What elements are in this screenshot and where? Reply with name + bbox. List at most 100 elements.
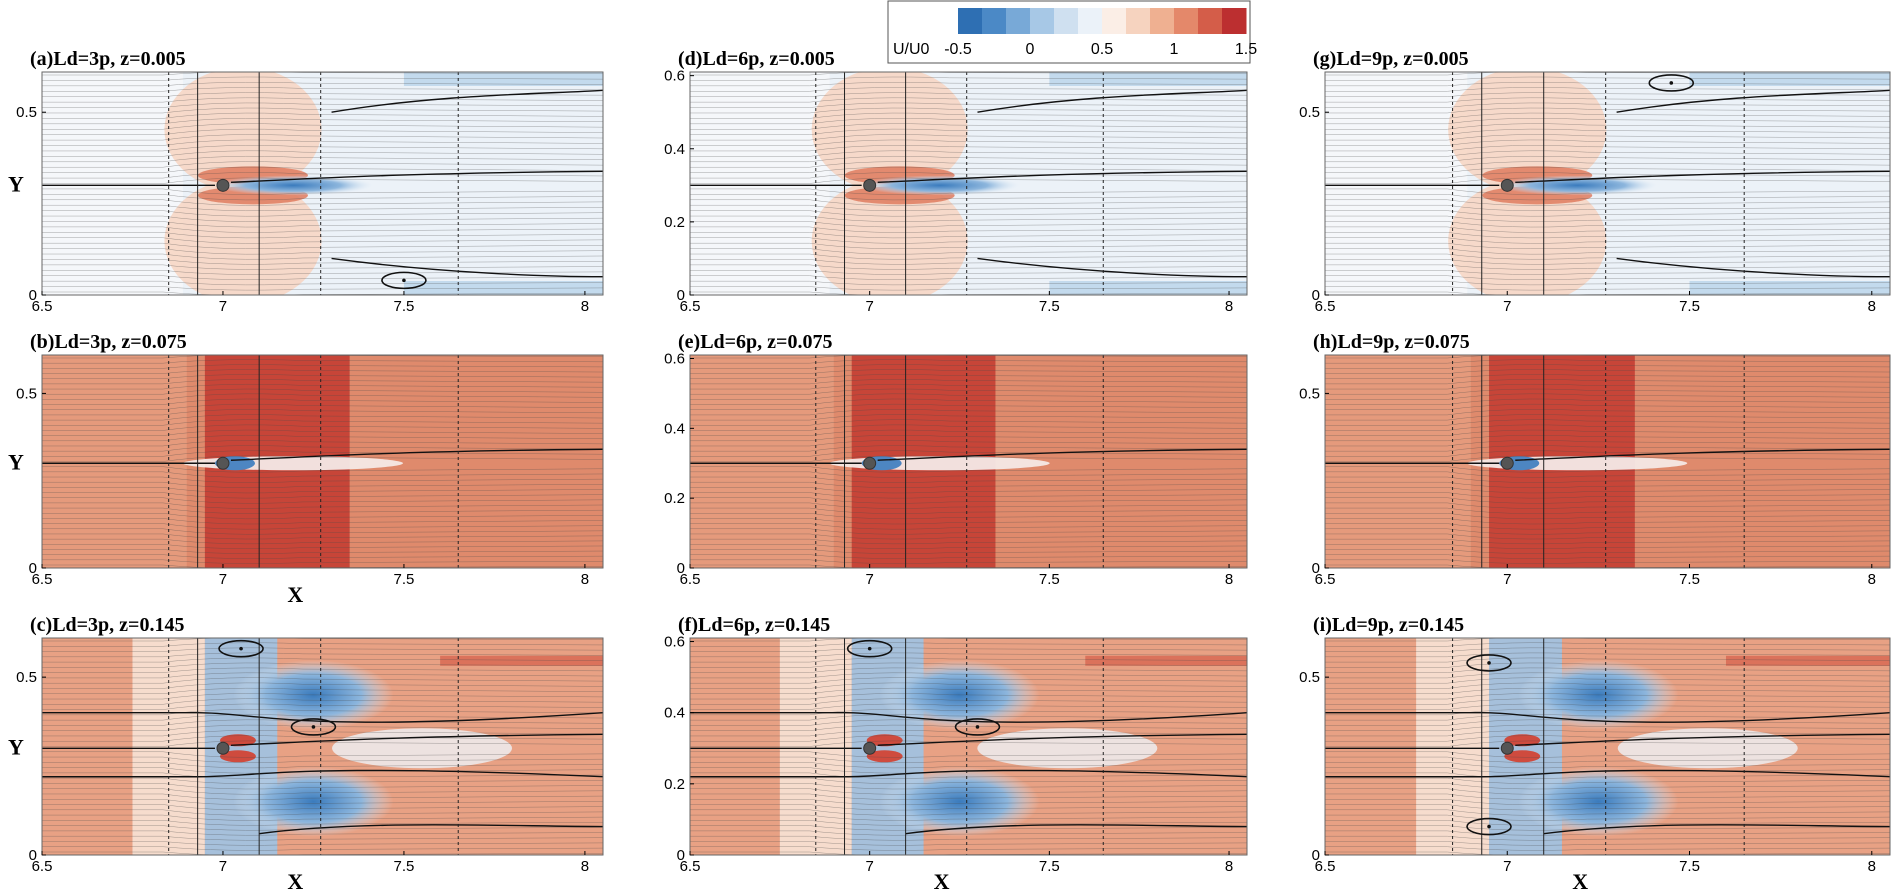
streamline — [1325, 107, 1890, 114]
colorbar: U/U0 -0.5 0 0.5 1 1.5 — [887, 0, 1257, 64]
streamline — [690, 703, 1247, 710]
streamline — [1325, 841, 1890, 846]
streamline — [690, 379, 1247, 385]
streamline — [42, 139, 603, 146]
streamline — [1325, 123, 1890, 130]
streamline — [1325, 264, 1890, 270]
x-axis-label: X — [287, 869, 303, 894]
plot-frame — [689, 71, 1248, 296]
streamline — [1325, 161, 1890, 168]
y-tick-label: 0.4 — [664, 705, 685, 722]
streamline — [1325, 172, 1890, 179]
streamline — [1325, 248, 1890, 255]
streamline — [690, 662, 1247, 668]
streamline — [690, 830, 1247, 836]
x-tick-label: 8 — [1868, 858, 1876, 875]
streamline — [42, 259, 603, 265]
streamline — [1325, 270, 1890, 275]
streamline — [42, 204, 603, 212]
streamline — [690, 647, 1247, 652]
x-tick-label: 7 — [1503, 298, 1511, 315]
streamline — [1325, 657, 1890, 663]
streamline — [42, 533, 603, 540]
jet-upper — [866, 734, 903, 747]
vortex-core — [954, 718, 1001, 736]
streamline — [42, 270, 603, 275]
y-tick-label: 0.5 — [16, 669, 37, 686]
streamline — [690, 155, 1247, 163]
streamline — [1325, 777, 1890, 784]
streamline — [1325, 799, 1890, 806]
panel-title: (b)Ld=3p, z=0.075 — [30, 331, 187, 353]
streamline — [1325, 92, 1890, 97]
velocity-field — [1325, 72, 1890, 295]
streamline — [690, 424, 1247, 431]
plot-frame — [41, 354, 604, 569]
vortex-core — [1466, 817, 1512, 836]
y-tick-label: 0 — [677, 560, 685, 577]
streamline — [1325, 662, 1890, 668]
surface-streamline-lower — [42, 769, 603, 778]
streamline — [42, 161, 603, 168]
streamline — [1325, 204, 1890, 212]
streamline — [690, 513, 1247, 520]
streamline — [690, 544, 1247, 549]
streamline — [42, 751, 603, 758]
x-tick-label: 7 — [219, 298, 227, 315]
streamline — [690, 554, 1247, 559]
streamline — [1325, 118, 1890, 125]
streamline — [690, 735, 1247, 742]
streamline — [690, 518, 1247, 525]
streamline — [42, 481, 603, 489]
colorbar-swatch — [1078, 8, 1103, 34]
outer-streamline-upper — [331, 89, 603, 113]
streamline — [42, 369, 603, 374]
streamline — [1325, 698, 1890, 705]
x-axis-label: X — [287, 582, 303, 607]
streamline — [42, 523, 603, 530]
streamline — [1325, 647, 1890, 652]
streamline — [1325, 364, 1890, 369]
streamline — [1325, 194, 1890, 201]
streamline — [1325, 788, 1890, 795]
streamline — [690, 112, 1247, 119]
y-tick-label: 0.5 — [1299, 104, 1320, 121]
streamline — [1325, 388, 1890, 395]
y-tick-label: 0.5 — [16, 385, 37, 402]
streamline — [42, 662, 603, 668]
streamline — [1325, 139, 1890, 146]
x-tick-label: 8 — [1225, 298, 1233, 315]
x-tick-label: 7.5 — [1039, 858, 1060, 875]
panel-title: (d)Ld=6p, z=0.005 — [678, 48, 835, 70]
outer-streamline-upper — [977, 89, 1247, 113]
streamline — [42, 199, 603, 206]
vortex-center — [1669, 81, 1674, 85]
streamline — [42, 445, 603, 452]
streamline — [690, 221, 1247, 228]
x-tick-label: 6.5 — [680, 571, 701, 588]
streamline — [1325, 687, 1890, 694]
streamline — [42, 471, 603, 478]
streamline — [1325, 793, 1890, 800]
streamline — [1325, 804, 1890, 811]
streamline — [42, 92, 603, 97]
streamline — [1325, 518, 1890, 525]
streamline — [1325, 383, 1890, 390]
cylinder-marker — [1500, 741, 1514, 755]
streamline — [1325, 403, 1890, 410]
x-tick-label: 7 — [866, 298, 874, 315]
streamline — [1325, 492, 1890, 499]
accel-lobe-lower — [164, 178, 322, 295]
accel-lobe-lower — [811, 178, 968, 295]
panel-title: (a)Ld=3p, z=0.005 — [30, 48, 186, 70]
plot-frame — [1324, 354, 1891, 569]
y-tick-label: 0.5 — [16, 104, 37, 121]
streamline — [690, 107, 1247, 114]
streamline — [42, 772, 603, 779]
streamline — [42, 393, 603, 400]
velocity-field — [42, 638, 603, 855]
section-lines — [1452, 355, 1745, 568]
streamline — [1325, 762, 1890, 769]
section-lines — [168, 72, 459, 295]
